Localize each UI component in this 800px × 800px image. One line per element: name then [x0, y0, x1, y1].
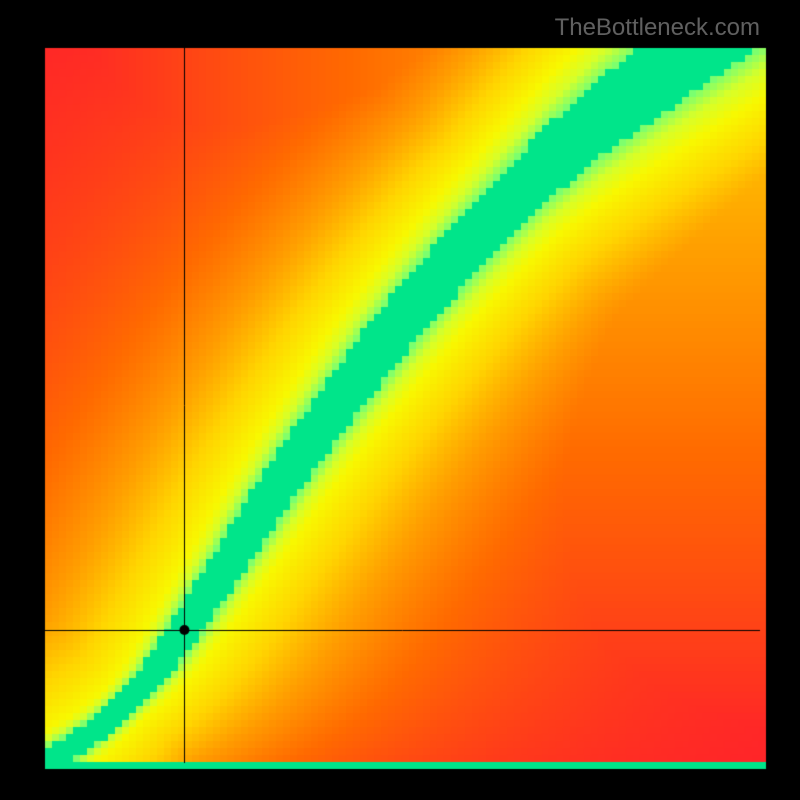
chart-container: TheBottleneck.com — [0, 0, 800, 800]
bottleneck-heatmap — [0, 0, 800, 800]
watermark-text: TheBottleneck.com — [555, 14, 760, 42]
